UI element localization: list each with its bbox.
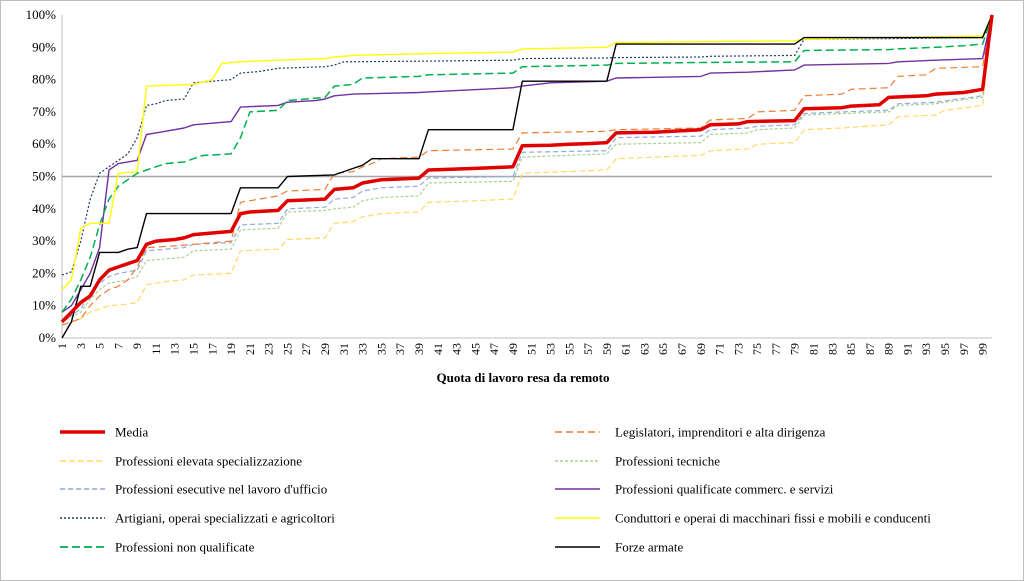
x-tick-label: 93 [919,343,933,355]
x-tick-label: 69 [694,343,708,355]
x-tick-label: 51 [525,343,539,355]
series-line [61,14,993,326]
x-tick-label: 9 [130,343,144,349]
legend-label: Professioni esecutive nel lavoro d'uffic… [115,482,327,497]
x-tick-label: 11 [149,343,163,355]
x-tick-label: 53 [543,343,557,355]
x-tick-label: 77 [769,343,783,355]
legend-label: Artigiani, operai specializzati e agrico… [115,511,335,526]
series-lines [60,14,994,339]
x-tick-label: 35 [374,343,388,355]
x-tick-label: 23 [262,343,276,355]
series-line [60,14,994,324]
x-tick-label: 81 [807,343,821,355]
x-tick-label: 25 [280,343,294,355]
series-line [61,14,993,313]
x-tick-label: 37 [393,343,407,355]
x-tick-label: 73 [731,343,745,355]
x-tick-label: 33 [356,343,370,355]
x-tick-label: 1 [55,343,69,349]
legend-label: Professioni tecniche [615,454,720,469]
series-line [61,14,993,326]
x-tick-label: 95 [938,343,952,355]
x-tick-label: 67 [675,343,689,355]
legend-label: Legislatori, imprenditori e alta dirigen… [615,425,826,440]
x-axis-tick-labels: 1 3 5 7 9 11 13 15 17 19 21 23 25 27 29 31 33 35 37 39 41 43 4… [55,343,990,355]
x-tick-label: 43 [450,343,464,355]
y-tick-label: 50% [32,169,56,184]
x-tick-label: 65 [656,343,670,355]
x-tick-label: 63 [637,343,651,355]
x-tick-label: 49 [506,343,520,355]
x-tick-label: 55 [562,343,576,355]
x-tick-label: 7 [111,343,125,349]
series-line [61,14,993,323]
x-tick-label: 89 [882,343,896,355]
legend-label: Professioni elevata specializzazione [115,454,302,469]
legend-label: Media [115,425,148,440]
y-tick-label: 90% [32,39,56,54]
x-tick-label: 85 [844,343,858,355]
x-tick-label: 71 [713,343,727,355]
x-tick-label: 97 [957,343,971,355]
series-line [61,14,993,313]
x-tick-label: 59 [600,343,614,355]
x-tick-label: 47 [487,343,501,355]
x-tick-label: 15 [187,343,201,355]
x-tick-label: 29 [318,343,332,355]
legend-label: Professioni qualificate commerc. e servi… [615,482,834,497]
y-tick-label: 60% [32,136,56,151]
x-tick-label: 39 [412,343,426,355]
y-tick-label: 30% [32,233,56,248]
series-line [61,14,993,276]
y-axis-tick-labels: 0% 10% 20% 30% 40% 50% 60% 70% 80% 90% 100% [26,7,57,345]
x-tick-label: 19 [224,343,238,355]
x-tick-label: 57 [581,343,595,355]
x-tick-label: 61 [619,343,633,355]
x-tick-label: 45 [468,343,482,355]
y-tick-label: 100% [26,7,57,22]
y-tick-label: 40% [32,201,56,216]
series-line [61,14,993,323]
y-tick-label: 10% [32,298,56,313]
x-tick-label: 91 [900,343,914,355]
x-tick-label: 41 [431,343,445,355]
series-line [61,14,993,291]
series-line [61,14,993,339]
x-tick-label: 79 [788,343,802,355]
x-axis-label: Quota di lavoro resa da remoto [437,370,610,385]
x-tick-label: 27 [299,343,313,355]
x-tick-label: 21 [243,343,257,355]
x-tick-label: 75 [750,343,764,355]
x-tick-label: 13 [168,343,182,355]
y-tick-label: 0% [39,330,57,345]
x-tick-label: 99 [976,343,990,355]
x-tick-label: 17 [205,343,219,355]
y-tick-label: 20% [32,265,56,280]
y-tick-label: 80% [32,72,56,87]
legend-label: Forze armate [615,540,683,555]
x-tick-label: 31 [337,343,351,355]
legend-label: Conduttori e operai di macchinari fissi … [615,511,931,526]
legend-label: Professioni non qualificate [115,540,255,555]
y-tick-label: 70% [32,104,56,119]
x-tick-label: 5 [93,343,107,349]
x-tick-label: 3 [74,343,88,349]
x-tick-label: 87 [863,343,877,355]
x-tick-label: 83 [825,343,839,355]
legend: Media Legislatori, imprenditori e alta di… [60,425,931,555]
